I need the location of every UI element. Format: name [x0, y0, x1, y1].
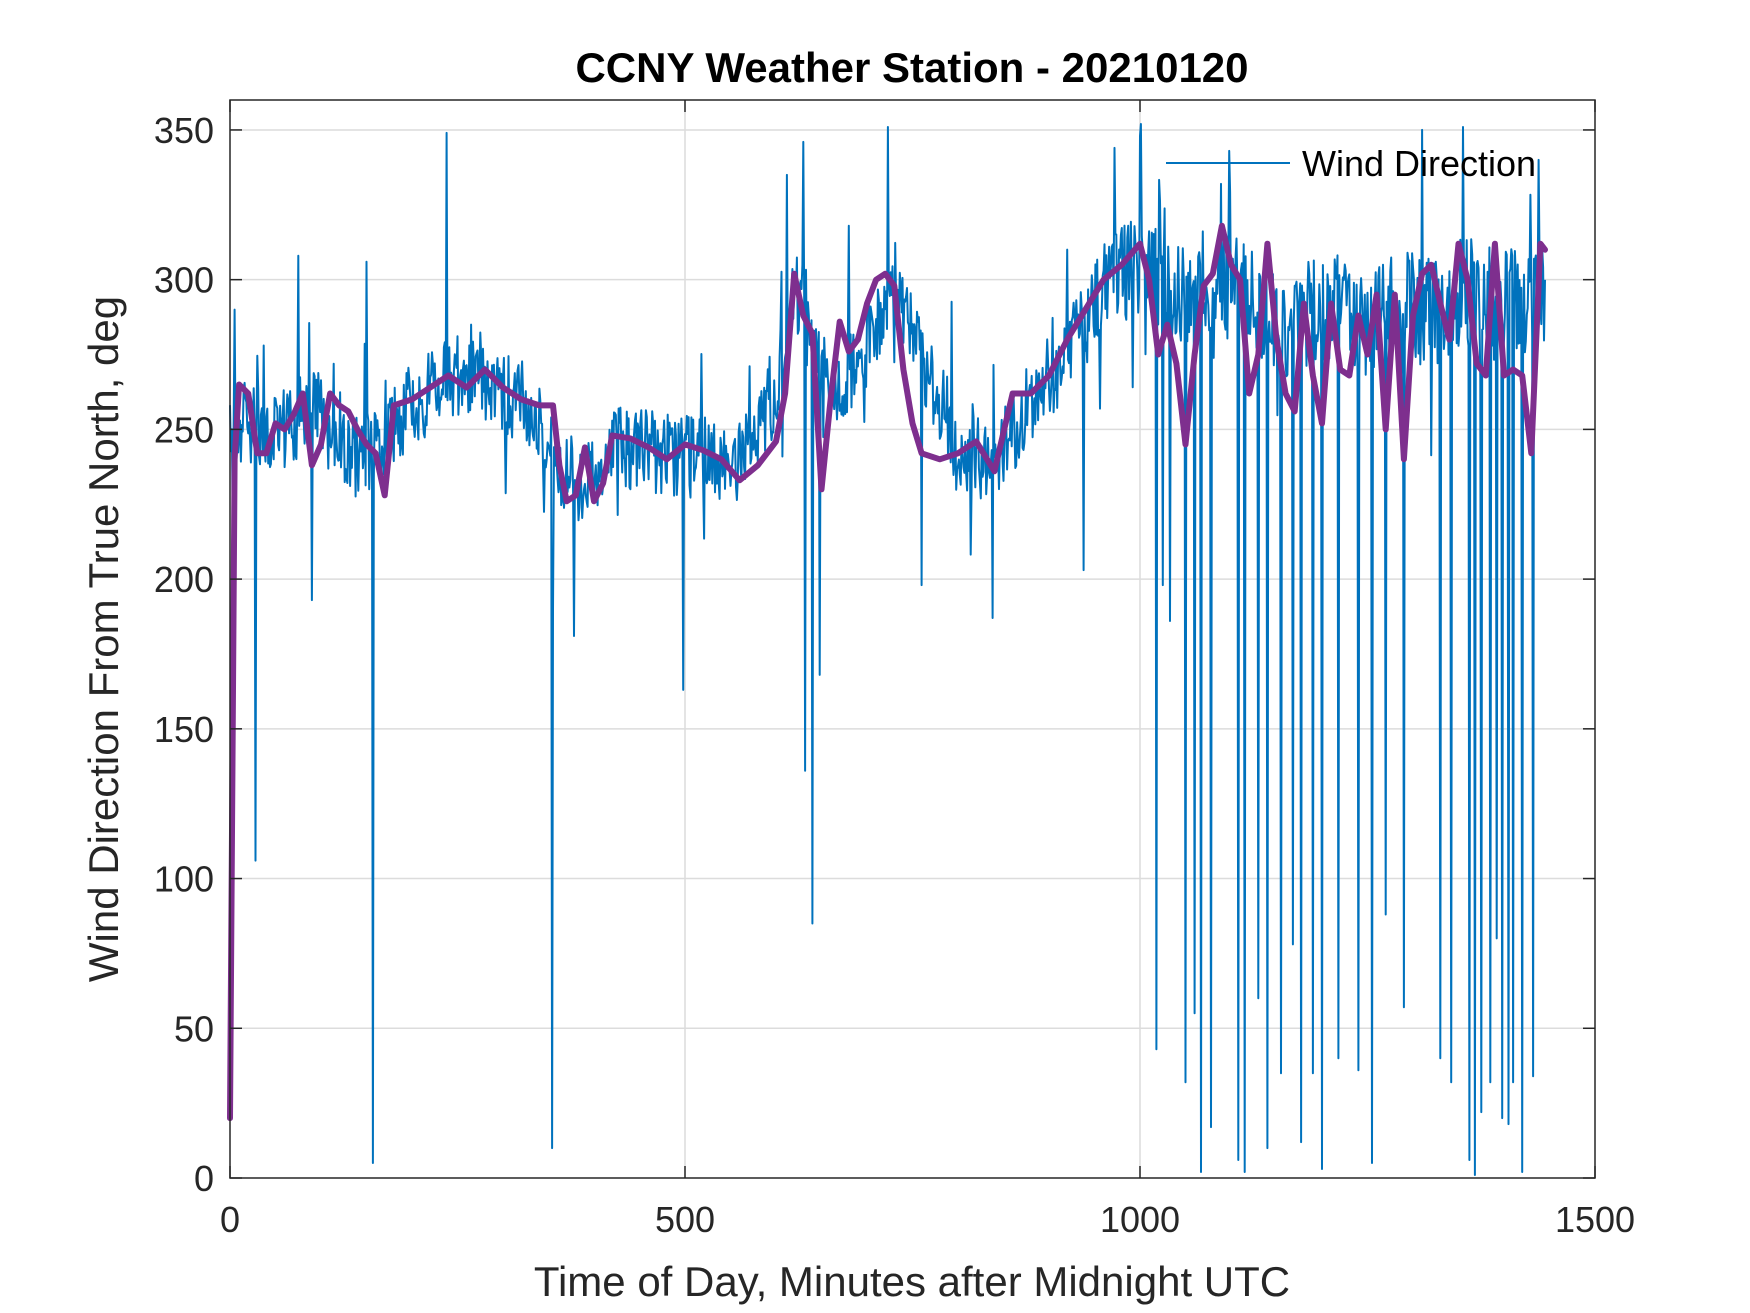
moving-average-line: [227, 222, 1548, 1122]
y-tick-label: 300: [154, 260, 214, 301]
y-axis-label: Wind Direction From True North, deg: [80, 296, 127, 982]
x-axis-label: Time of Day, Minutes after Midnight UTC: [534, 1258, 1290, 1305]
x-tick-label: 500: [655, 1199, 715, 1240]
y-tick-label: 0: [194, 1158, 214, 1199]
y-tick-label: 250: [154, 409, 214, 450]
y-tick-label: 200: [154, 559, 214, 600]
wind-direction-line: [229, 123, 1546, 1176]
y-tick-label: 50: [174, 1008, 214, 1049]
y-tick-labels: 0 50 100 150 200 250 300 350: [154, 110, 214, 1199]
series-lines: [227, 123, 1548, 1176]
x-tick-labels: 0 500 1000 1500: [220, 1199, 1635, 1240]
plot-frame: [229, 99, 1596, 1179]
axis-ticks: [229, 100, 1596, 1179]
legend: Wind Direction: [1166, 143, 1536, 184]
x-tick-label: 1500: [1555, 1199, 1635, 1240]
x-tick-label: 1000: [1100, 1199, 1180, 1240]
y-tick-label: 100: [154, 859, 214, 900]
chart-title: CCNY Weather Station - 20210120: [575, 44, 1248, 91]
y-tick-label: 350: [154, 110, 214, 151]
x-tick-label: 0: [220, 1199, 240, 1240]
legend-label-wind-direction: Wind Direction: [1302, 143, 1536, 184]
y-tick-label: 150: [154, 709, 214, 750]
